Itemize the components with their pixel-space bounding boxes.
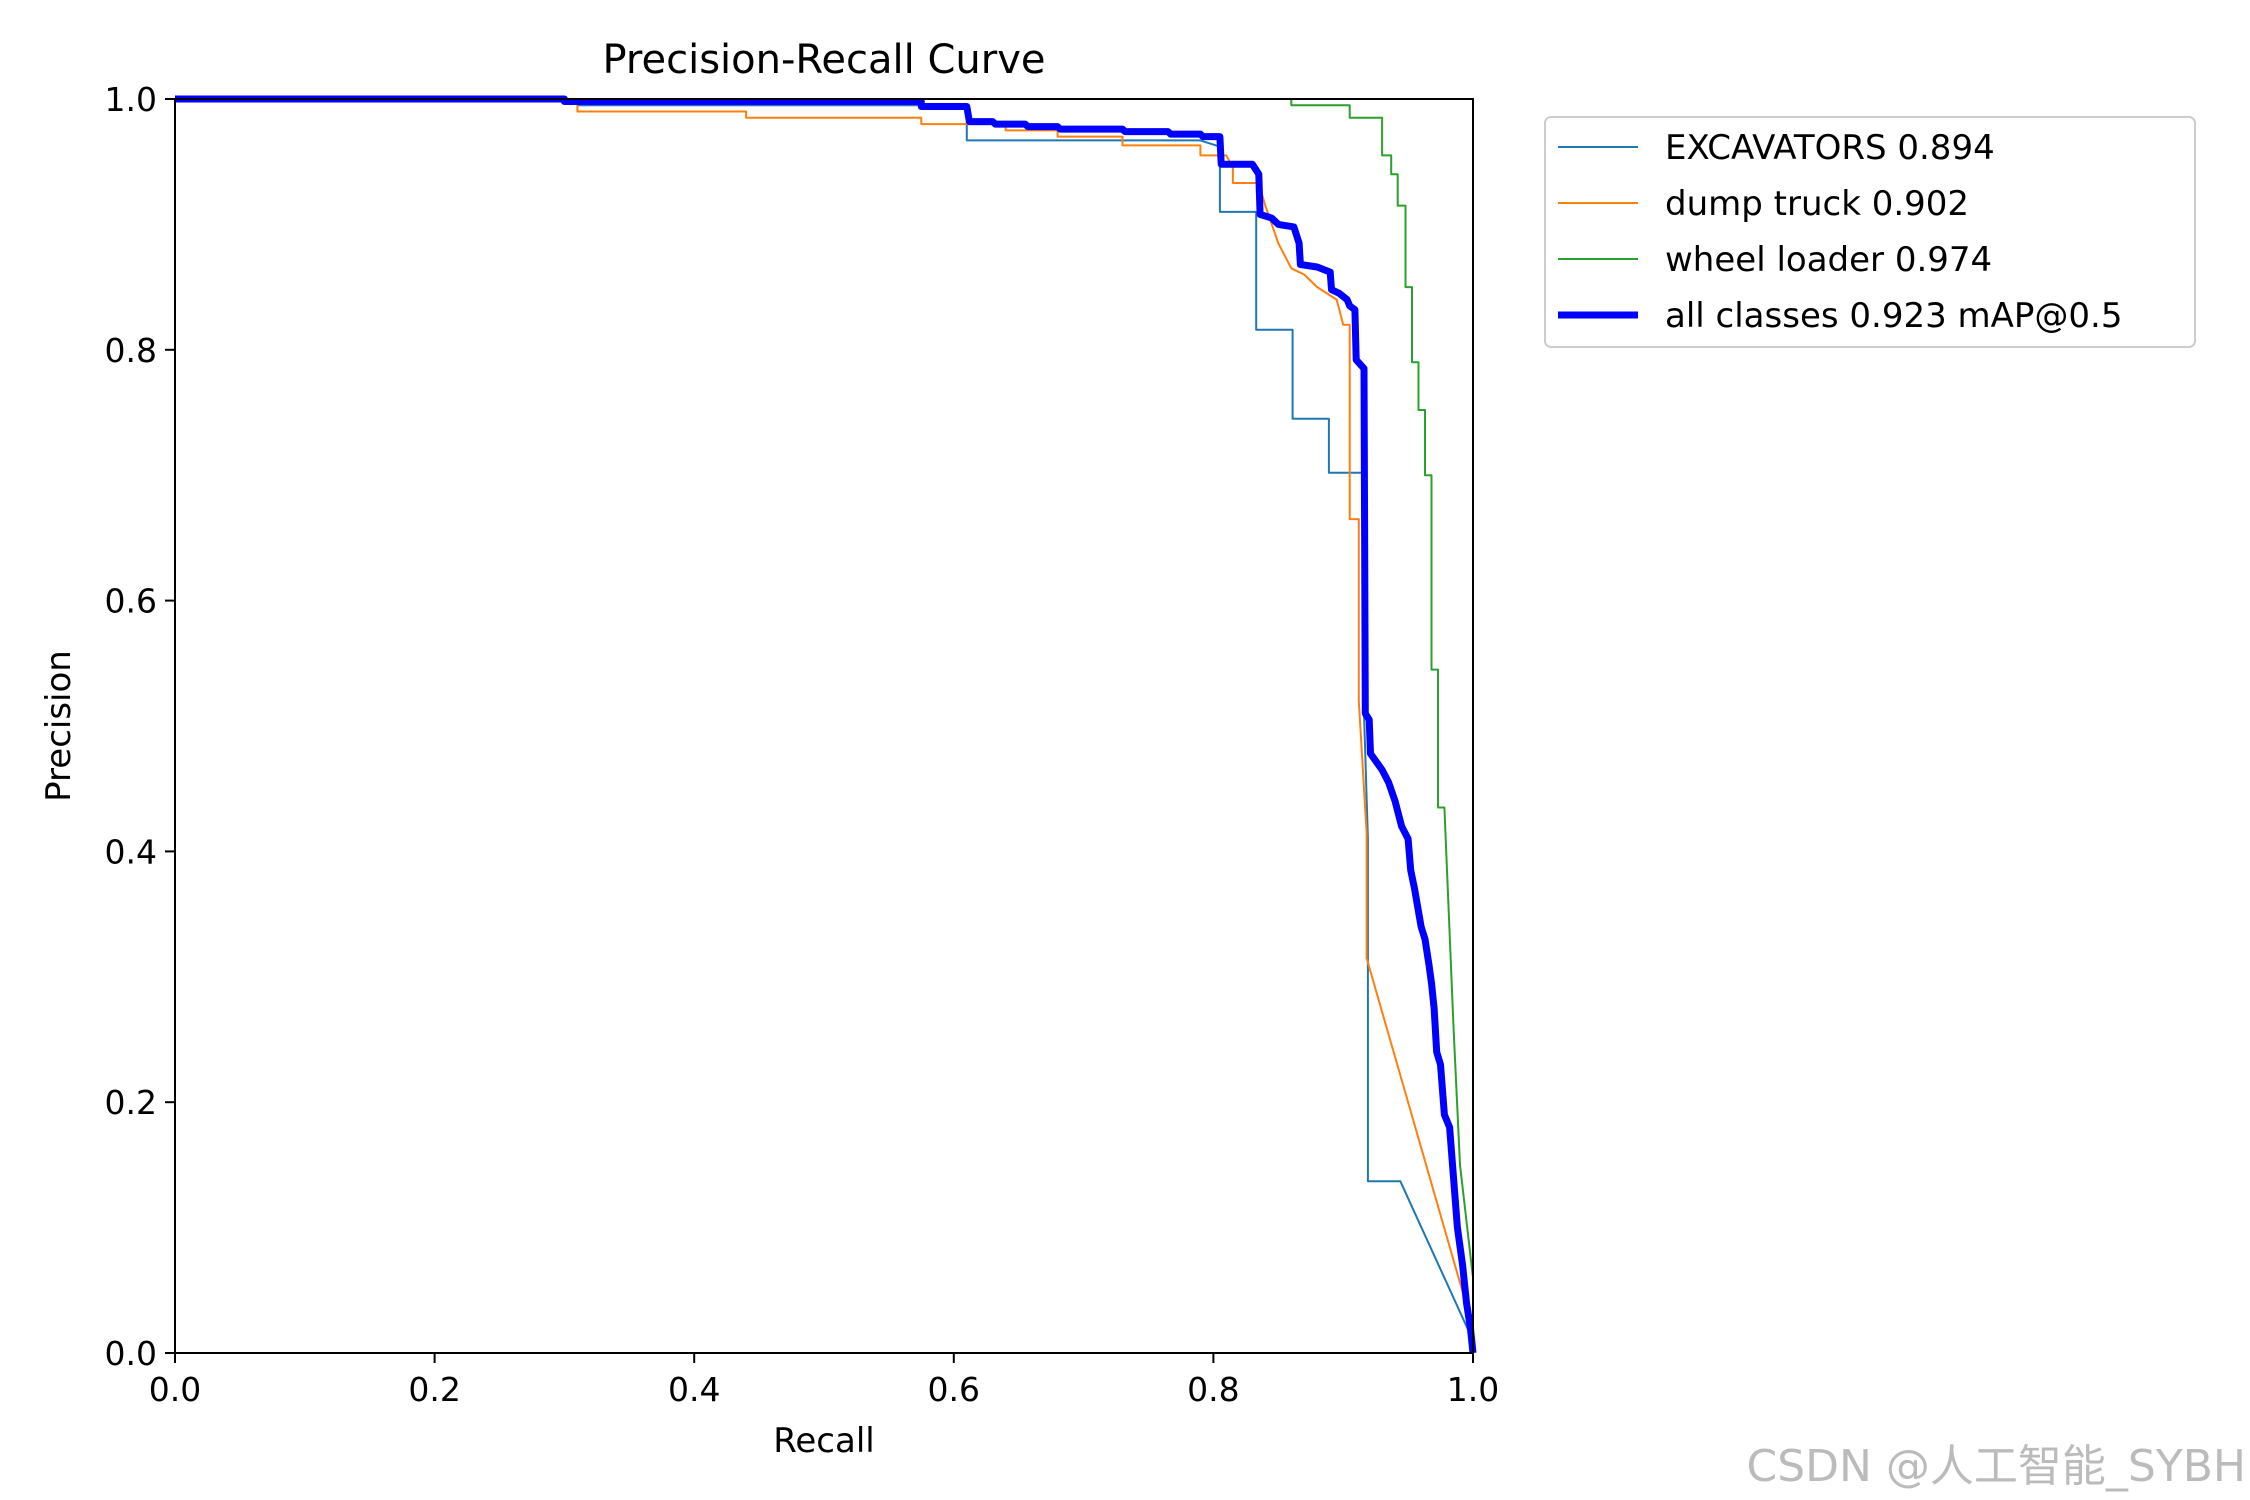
legend-label: dump truck 0.902 — [1665, 184, 1969, 224]
x-axis-ticks: 0.0 0.2 0.4 0.6 0.8 1.0 — [149, 1353, 1499, 1409]
legend-label: EXCAVATORS 0.894 — [1665, 128, 1995, 168]
y-axis-ticks: 0.0 0.2 0.4 0.6 0.8 1.0 — [105, 80, 175, 1373]
x-tick-label: 1.0 — [1447, 1370, 1499, 1409]
series-line-0 — [175, 98, 1474, 1341]
series-line-3 — [175, 95, 1477, 1354]
y-axis-label: Precision — [39, 650, 79, 802]
legend: EXCAVATORS 0.894 dump truck 0.902 wheel lo… — [1544, 116, 2196, 348]
plot-area — [175, 95, 1477, 1354]
x-tick-label: 0.6 — [928, 1370, 980, 1409]
x-tick-label: 0.0 — [149, 1370, 201, 1409]
y-tick-label: 0.8 — [105, 331, 157, 370]
x-tick-label: 0.4 — [668, 1370, 720, 1409]
y-tick-label: 1.0 — [105, 80, 157, 119]
legend-box — [1544, 116, 2196, 348]
axes-frame — [174, 98, 1474, 1354]
series-line-1 — [175, 98, 1474, 1329]
y-tick-label: 0.0 — [105, 1334, 157, 1373]
x-tick-label: 0.8 — [1187, 1370, 1239, 1409]
y-tick-label: 0.4 — [105, 832, 157, 871]
x-tick-label: 0.2 — [408, 1370, 460, 1409]
series-line-2 — [175, 98, 1474, 1353]
y-tick-label: 0.2 — [105, 1083, 157, 1122]
x-axis-label: Recall — [773, 1421, 874, 1461]
watermark: CSDN @人工智能_SYBH — [1746, 1441, 2246, 1492]
chart-title: Precision-Recall Curve — [603, 37, 1046, 83]
legend-label: wheel loader 0.974 — [1665, 240, 1992, 280]
y-tick-label: 0.6 — [105, 582, 157, 621]
legend-label: all classes 0.923 mAP@0.5 — [1665, 296, 2122, 336]
